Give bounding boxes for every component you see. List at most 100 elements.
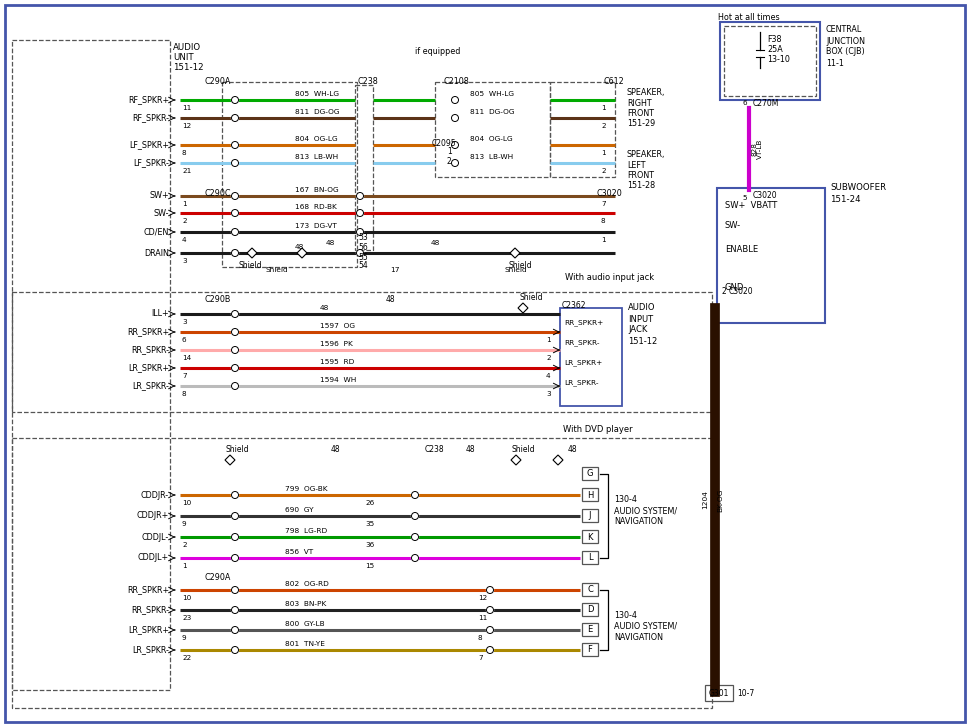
Text: With DVD player: With DVD player: [562, 425, 632, 435]
Text: BK-OG: BK-OG: [716, 489, 722, 512]
Text: 48: 48: [465, 446, 474, 454]
Text: 11-1: 11-1: [826, 58, 843, 68]
Circle shape: [232, 329, 238, 335]
Circle shape: [411, 491, 418, 499]
Bar: [581, 623, 597, 636]
Circle shape: [232, 513, 238, 520]
Text: 130-4: 130-4: [613, 611, 637, 619]
Text: JUNCTION: JUNCTION: [826, 36, 864, 46]
Text: 168  RD-BK: 168 RD-BK: [295, 204, 336, 210]
Text: 1596  PK: 1596 PK: [320, 341, 353, 347]
Circle shape: [486, 646, 493, 654]
Text: C270M: C270M: [752, 100, 778, 108]
Text: C3020: C3020: [729, 287, 753, 297]
Text: H: H: [586, 491, 593, 499]
Text: 151-29: 151-29: [626, 119, 655, 127]
Text: 15: 15: [364, 563, 374, 569]
Text: JACK: JACK: [627, 326, 646, 334]
Text: LR_SPKR+: LR_SPKR+: [128, 625, 169, 635]
Text: Shield: Shield: [508, 260, 531, 270]
Circle shape: [411, 534, 418, 540]
Text: 3: 3: [182, 319, 186, 325]
Text: C2362: C2362: [561, 300, 586, 310]
Text: 805  WH-LG: 805 WH-LG: [470, 91, 514, 97]
Text: if equipped: if equipped: [415, 47, 460, 57]
Text: CD/EN: CD/EN: [143, 228, 169, 236]
Text: SUBWOOFER: SUBWOOFER: [829, 183, 886, 193]
Text: G301: G301: [708, 688, 729, 697]
Circle shape: [411, 513, 418, 520]
Text: Hot at all times: Hot at all times: [717, 14, 779, 23]
Text: VT-LB: VT-LB: [756, 139, 763, 159]
Text: 7: 7: [182, 373, 186, 379]
Text: FRONT: FRONT: [626, 108, 653, 118]
Circle shape: [232, 491, 238, 499]
Text: RF_SPKR+: RF_SPKR+: [128, 95, 169, 105]
Text: 48: 48: [329, 446, 339, 454]
Text: 1: 1: [601, 105, 605, 111]
Text: NAVIGATION: NAVIGATION: [613, 518, 663, 526]
Text: 6: 6: [742, 100, 746, 106]
Text: 14: 14: [182, 355, 191, 361]
Text: 802  OG-RD: 802 OG-RD: [285, 581, 328, 587]
Text: 1594  WH: 1594 WH: [320, 377, 356, 383]
Text: F: F: [587, 646, 592, 654]
Text: 22: 22: [182, 655, 191, 661]
Text: Shield: Shield: [512, 446, 535, 454]
Text: BOX (CJB): BOX (CJB): [826, 47, 863, 57]
Circle shape: [357, 209, 363, 217]
Circle shape: [357, 228, 363, 236]
Text: 804  OG-LG: 804 OG-LG: [295, 136, 337, 142]
Text: 151-12: 151-12: [172, 63, 203, 73]
Circle shape: [451, 159, 458, 166]
Text: 5: 5: [742, 195, 746, 201]
Text: UNIT: UNIT: [172, 54, 194, 63]
Text: RR_SPKR-: RR_SPKR-: [563, 340, 599, 346]
Circle shape: [232, 382, 238, 390]
Text: C2095: C2095: [431, 139, 456, 148]
Text: 12: 12: [182, 123, 191, 129]
Text: 1: 1: [182, 563, 186, 569]
Text: AUDIO: AUDIO: [627, 303, 655, 313]
Circle shape: [232, 97, 238, 103]
Circle shape: [232, 534, 238, 540]
Text: 23: 23: [182, 615, 191, 621]
Polygon shape: [510, 248, 519, 258]
Circle shape: [232, 228, 238, 236]
Text: 4: 4: [546, 373, 550, 379]
Text: 8: 8: [601, 218, 605, 224]
Text: 17: 17: [390, 267, 399, 273]
Circle shape: [232, 555, 238, 561]
Circle shape: [486, 587, 493, 593]
Circle shape: [451, 142, 458, 148]
Text: 2: 2: [447, 158, 452, 166]
Text: 9: 9: [182, 521, 186, 527]
Text: 48: 48: [295, 244, 304, 250]
Circle shape: [357, 249, 363, 257]
Text: 36: 36: [364, 542, 374, 548]
Polygon shape: [297, 248, 306, 258]
Circle shape: [486, 606, 493, 614]
Bar: [581, 551, 597, 564]
Text: 811  DG-OG: 811 DG-OG: [470, 109, 514, 115]
Bar: [434, 82, 549, 177]
Circle shape: [451, 114, 458, 121]
Circle shape: [411, 555, 418, 561]
Text: CDDJL-: CDDJL-: [141, 532, 169, 542]
Text: 2: 2: [601, 123, 605, 129]
Text: LR_SPKR-: LR_SPKR-: [563, 379, 598, 386]
Text: LR_SPKR-: LR_SPKR-: [132, 646, 169, 654]
Polygon shape: [517, 303, 527, 313]
Text: LR_SPKR+: LR_SPKR+: [563, 360, 602, 366]
Text: F38: F38: [766, 36, 781, 44]
Circle shape: [451, 97, 458, 103]
Text: SW+: SW+: [149, 191, 169, 201]
Text: AUDIO SYSTEM/: AUDIO SYSTEM/: [613, 507, 676, 515]
Text: CENTRAL: CENTRAL: [826, 25, 861, 34]
Text: 798  LG-RD: 798 LG-RD: [285, 528, 327, 534]
Bar: [12, 438, 711, 708]
Circle shape: [232, 209, 238, 217]
Circle shape: [357, 193, 363, 199]
Text: 811  DG-OG: 811 DG-OG: [295, 109, 339, 115]
Text: RR_SPKR+: RR_SPKR+: [127, 327, 169, 337]
